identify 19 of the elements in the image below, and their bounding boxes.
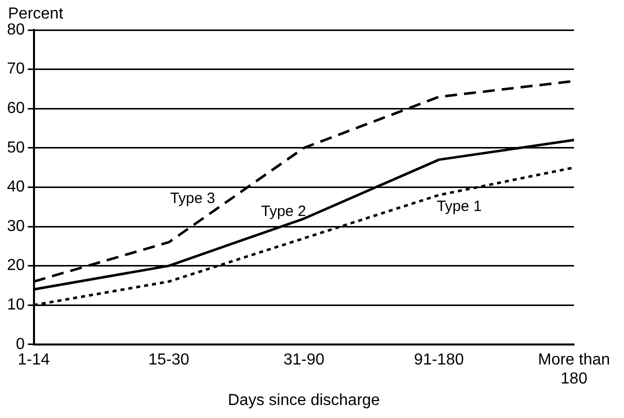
x-tick-label: 15-30 xyxy=(148,351,190,368)
x-tick-label: 1-14 xyxy=(18,351,50,368)
y-tick-label: 0 xyxy=(16,336,25,353)
y-axis-title: Percent xyxy=(8,5,64,22)
y-tick-label: 50 xyxy=(7,139,25,156)
x-axis-title: Days since discharge xyxy=(228,392,380,409)
series-label: Type 1 xyxy=(436,198,482,216)
y-tick-label: 80 xyxy=(7,21,25,38)
x-tick-label: 91-180 xyxy=(414,351,464,368)
series-label: Type 2 xyxy=(261,202,306,220)
y-tick-label: 40 xyxy=(7,178,25,196)
x-tick-label: 31-90 xyxy=(283,351,324,368)
y-tick-label: 20 xyxy=(7,257,25,274)
x-tick-label: More than 180 xyxy=(538,351,610,388)
y-tick-label: 10 xyxy=(7,296,25,314)
y-tick-label: 60 xyxy=(7,100,25,118)
y-tick-label: 70 xyxy=(7,60,25,78)
y-tick-label: 30 xyxy=(7,218,25,235)
series-label: Type 3 xyxy=(170,190,216,207)
